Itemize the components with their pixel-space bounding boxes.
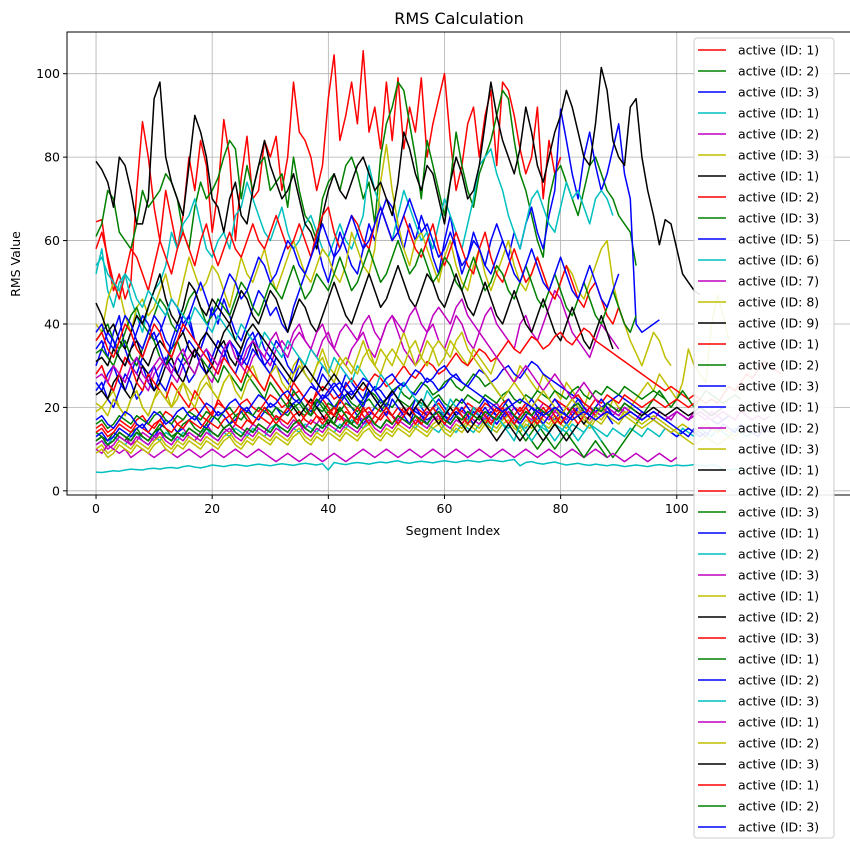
legend-entry: active (ID: 1) (738, 526, 819, 541)
plot-frame (66, 31, 850, 496)
series-line-25 (95, 458, 747, 474)
legend-entry: active (ID: 1) (738, 778, 819, 793)
legend-entry: active (ID: 2) (738, 736, 819, 751)
legend-entry: active (ID: 3) (738, 820, 819, 835)
legend-entry: active (ID: 1) (738, 337, 819, 352)
x-tick-label: 0 (92, 501, 100, 516)
series-line-34 (95, 331, 608, 425)
legend-entry: active (ID: 5) (738, 232, 819, 247)
x-tick-label: 20 (204, 501, 220, 516)
legend-entry: active (ID: 2) (738, 484, 819, 499)
series-line-16 (95, 373, 742, 459)
legend-entry: active (ID: 2) (738, 190, 819, 205)
legend-entry: active (ID: 1) (738, 652, 819, 667)
legend-entry: active (ID: 3) (738, 505, 819, 520)
y-tick-label: 80 (44, 150, 60, 165)
legend-entry: active (ID: 6) (738, 253, 819, 268)
legend-entry: active (ID: 1) (738, 589, 819, 604)
series-line-1 (95, 50, 562, 300)
y-tick-label: 40 (44, 316, 60, 331)
legend-entry: active (ID: 2) (738, 421, 819, 436)
legend-entry: active (ID: 3) (738, 631, 819, 646)
legend-entry: active (ID: 1) (738, 106, 819, 121)
legend-entry: active (ID: 2) (738, 64, 819, 79)
legend-entry: active (ID: 1) (738, 400, 819, 415)
legend-entry: active (ID: 3) (738, 379, 819, 394)
axis-ticks: 0 20 40 60 80 100 0 20 40 60 80 100 (36, 66, 689, 516)
x-tick-label: 60 (437, 501, 453, 516)
legend-entry: active (ID: 1) (738, 715, 819, 730)
series-line-26 (95, 444, 678, 463)
legend-entry: active (ID: 3) (738, 85, 819, 100)
y-axis-label: RMS Value (8, 231, 23, 297)
series-line-32 (95, 256, 602, 442)
y-tick-label: 100 (36, 66, 60, 81)
series-line-14 (95, 264, 614, 350)
x-tick-label: 40 (320, 501, 336, 516)
legend-entry: active (ID: 3) (738, 568, 819, 583)
series-line-29 (95, 356, 597, 425)
series-line-8 (95, 206, 631, 333)
series-line-6 (95, 143, 672, 367)
legend-entry: active (ID: 9) (738, 316, 819, 331)
legend-entry: active (ID: 8) (738, 295, 819, 310)
legend-entry: active (ID: 1) (738, 169, 819, 184)
series-line-33 (95, 298, 602, 408)
series-line-7 (95, 66, 701, 296)
y-tick-label: 20 (44, 400, 60, 415)
series-line-36 (95, 323, 579, 425)
chart-title: RMS Calculation (394, 9, 523, 28)
x-axis-label: Segment Index (406, 523, 501, 538)
legend-entry: active (ID: 1) (738, 43, 819, 58)
legend-entry: active (ID: 3) (738, 211, 819, 226)
series-line-19 (95, 406, 730, 450)
legend-entry: active (ID: 7) (738, 274, 819, 289)
legend-entry: active (ID: 2) (738, 673, 819, 688)
series-lines (95, 50, 782, 474)
series-line-27 (95, 414, 742, 459)
legend-entry: active (ID: 2) (738, 127, 819, 142)
series-line-24 (95, 331, 614, 417)
legend: active (ID: 1) active (ID: 2) active (ID: … (693, 37, 835, 839)
series-line-9 (95, 239, 637, 350)
series-line-13 (95, 294, 730, 417)
legend-entry: active (ID: 3) (738, 757, 819, 772)
y-tick-label: 60 (44, 233, 60, 248)
legend-entry: active (ID: 3) (738, 148, 819, 163)
legend-entry: active (ID: 2) (738, 610, 819, 625)
legend-entry: active (ID: 3) (738, 442, 819, 457)
series-line-38 (95, 364, 707, 438)
legend-entry: active (ID: 2) (738, 358, 819, 373)
y-tick-label: 0 (52, 483, 60, 498)
legend-entry: active (ID: 3) (738, 694, 819, 709)
series-line-23 (95, 385, 666, 430)
legend-entry: active (ID: 2) (738, 799, 819, 814)
x-tick-label: 80 (553, 501, 569, 516)
legend-box (693, 37, 835, 839)
legend-entry: active (ID: 2) (738, 547, 819, 562)
legend-entry: active (ID: 1) (738, 463, 819, 478)
x-tick-label: 100 (665, 501, 689, 516)
